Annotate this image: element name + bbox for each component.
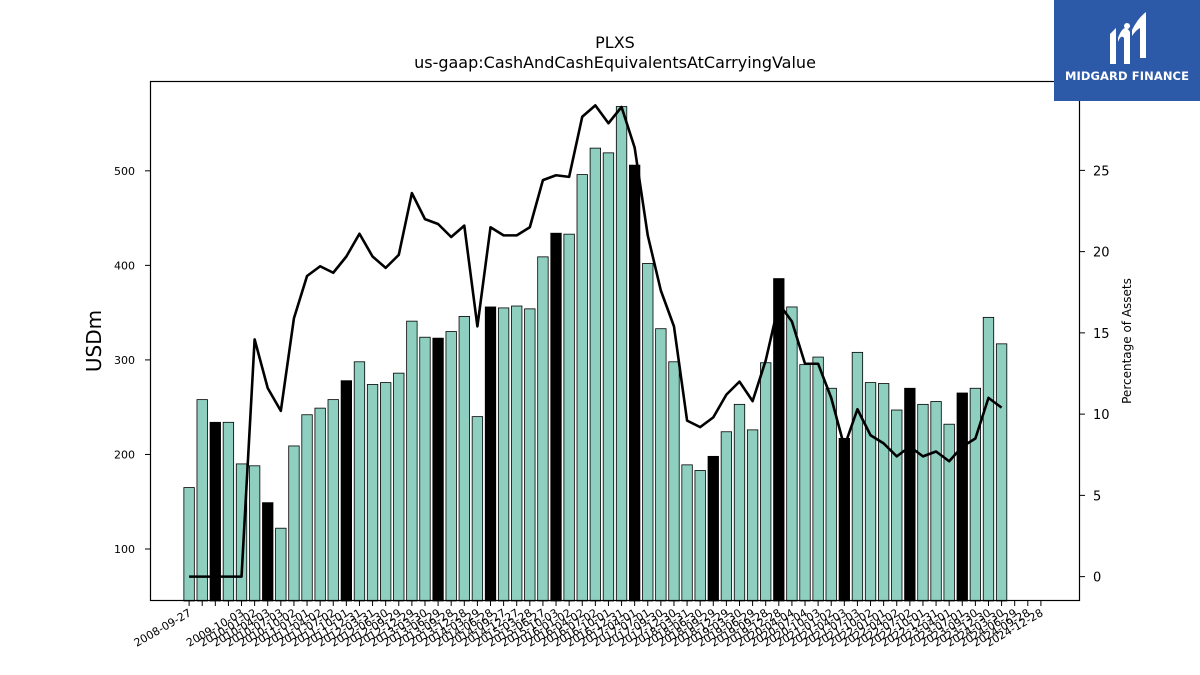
- y-tick-label: 300: [114, 354, 135, 367]
- left-axis: 100 200 300 400 500: [114, 165, 150, 556]
- y-tick-label: 200: [114, 448, 135, 461]
- bar: [707, 455, 719, 602]
- bar: [209, 421, 221, 602]
- bar: [917, 403, 929, 602]
- bar: [878, 383, 890, 602]
- bar-group: [183, 106, 1008, 602]
- y-tick-label-right: 20: [1093, 246, 1110, 261]
- y-tick-label-right: 10: [1093, 408, 1110, 423]
- bar: [864, 382, 877, 602]
- bar: [812, 356, 824, 602]
- percentage-line: [189, 104, 1003, 578]
- bar: [327, 399, 339, 602]
- bar: [746, 429, 759, 602]
- bar: [602, 152, 615, 602]
- x-axis: 2008-09-272009-10-032010-01-022010-04-03…: [132, 601, 1045, 650]
- line-group: [189, 104, 1003, 578]
- bar: [760, 362, 772, 602]
- bar: [733, 403, 746, 602]
- y-tick-label-right: 25: [1093, 164, 1110, 179]
- chart-title: PLXS: [595, 33, 635, 52]
- bar: [301, 414, 313, 602]
- bar: [314, 407, 326, 602]
- bar: [615, 106, 628, 602]
- bar: [458, 316, 470, 602]
- bar: [550, 232, 562, 602]
- bar: [851, 351, 864, 602]
- bar: [380, 382, 392, 602]
- bar: [655, 328, 667, 602]
- bar: [262, 502, 274, 602]
- brand-name: MIDGARD FINANCE: [1064, 69, 1190, 83]
- bar: [694, 470, 706, 602]
- bar: [537, 256, 549, 602]
- bar: [982, 316, 995, 602]
- bar: [969, 387, 982, 602]
- bar: [681, 464, 693, 602]
- bar: [524, 308, 536, 602]
- y-tick-label-right: 0: [1093, 571, 1101, 586]
- bar: [904, 387, 916, 602]
- y-tick-label: 400: [114, 259, 135, 272]
- bar: [445, 331, 457, 602]
- y-axis-label-right: Percentage of Assets: [1120, 278, 1134, 404]
- bar: [366, 384, 379, 602]
- bar: [576, 174, 588, 602]
- bar: [786, 306, 798, 602]
- y-tick-label-right: 5: [1093, 489, 1101, 504]
- bar: [196, 399, 208, 602]
- bar: [393, 372, 405, 602]
- bar: [799, 364, 811, 602]
- y-tick-label: 100: [114, 543, 135, 556]
- x-tick-label: 2008-09-27: [132, 606, 194, 649]
- bar: [340, 380, 352, 602]
- bar: [773, 278, 785, 602]
- bar: [511, 305, 523, 602]
- bar: [825, 387, 837, 602]
- y-tick-label: 500: [114, 165, 135, 178]
- bar: [956, 392, 968, 602]
- bar: [563, 233, 575, 602]
- bar: [642, 263, 654, 602]
- bar: [288, 445, 300, 602]
- bar: [406, 320, 418, 602]
- bar: [353, 361, 366, 602]
- bar: [419, 336, 431, 602]
- bar: [471, 416, 484, 602]
- bar: [183, 487, 195, 602]
- bar: [432, 337, 444, 602]
- bar: [838, 437, 850, 602]
- bar: [484, 306, 497, 602]
- y-axis-label-left: USDm: [82, 310, 106, 372]
- bar: [995, 343, 1008, 602]
- bar: [629, 164, 641, 602]
- plot-frame: [149, 80, 1081, 602]
- chart-subtitle: us-gaap:CashAndCashEquivalentsAtCarrying…: [414, 53, 816, 72]
- y-tick-label-right: 15: [1093, 327, 1110, 342]
- brand-logo: MIDGARD FINANCE: [1054, 0, 1200, 101]
- right-axis: 0 5 10 15 20 25: [1080, 164, 1110, 586]
- bar: [891, 409, 903, 602]
- bar: [589, 147, 601, 602]
- bar: [248, 465, 261, 602]
- bar: [720, 431, 733, 602]
- bar: [943, 423, 955, 602]
- bar: [930, 401, 942, 602]
- bar: [222, 421, 235, 602]
- bar: [668, 361, 680, 602]
- bar: [497, 307, 510, 602]
- bar: [275, 527, 287, 602]
- midgard-logo-mark-icon: [1110, 12, 1146, 64]
